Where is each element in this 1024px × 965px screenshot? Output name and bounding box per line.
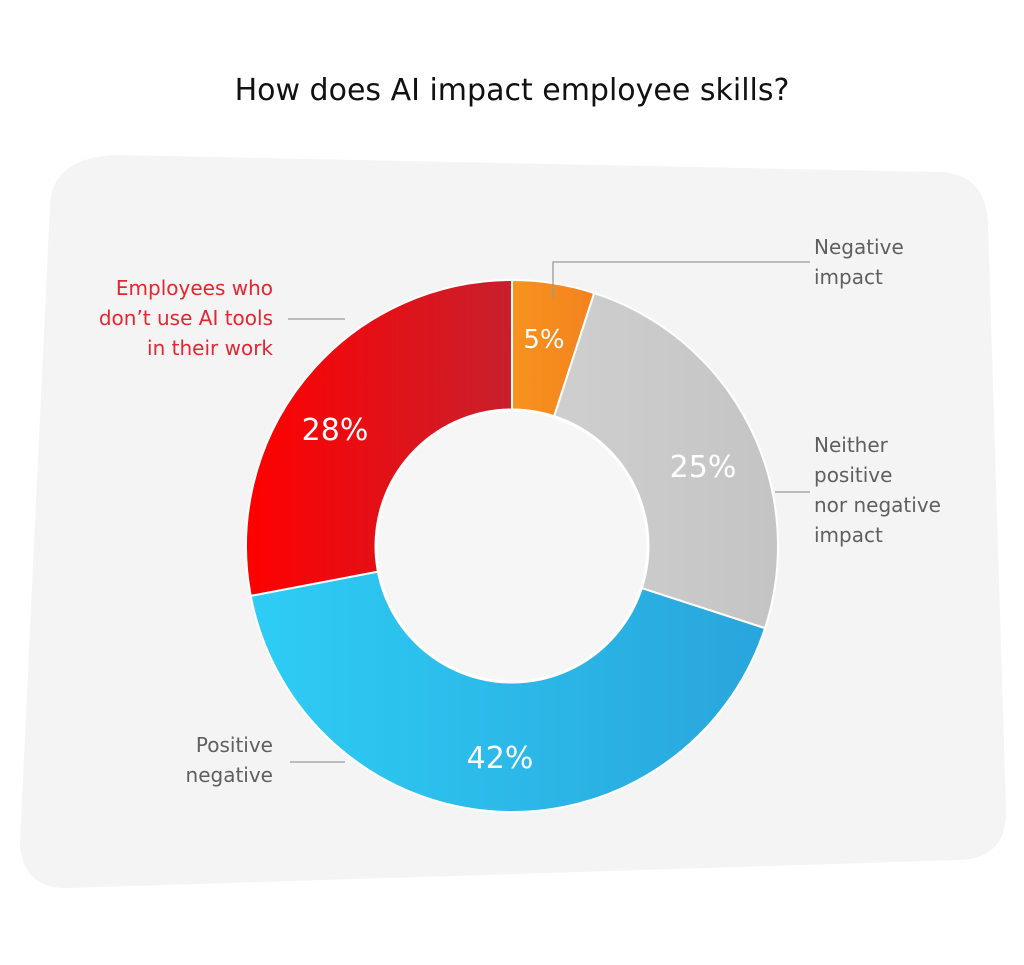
- leader-lines: [288, 261, 810, 763]
- slice-4-category-label: Employees who don’t use AI tools in their …: [99, 276, 274, 360]
- slice-2-value-label: 25%: [670, 450, 737, 485]
- donut-slices: [245, 278, 779, 813]
- slice-3-category-label: Positive negative: [186, 733, 273, 787]
- percentage-labels: 5% 25% 42% 28%: [302, 325, 737, 776]
- slice-1-value-label: 5%: [523, 325, 564, 355]
- slice-3-value-label: 42%: [467, 741, 534, 776]
- slice-1-category-label: Negative impact: [814, 235, 904, 289]
- slice-4-value-label: 28%: [302, 413, 369, 448]
- slice-1-leader-line: [552, 261, 810, 298]
- donut-hole-rim: [374, 408, 650, 684]
- chart-title: How does AI impact employee skills?: [235, 73, 790, 108]
- donut-hole: [377, 411, 647, 681]
- slice-2-category-label: Neither positive nor negative impact: [814, 433, 941, 547]
- category-labels: Negative impact Neither positive nor negativ…: [99, 235, 941, 787]
